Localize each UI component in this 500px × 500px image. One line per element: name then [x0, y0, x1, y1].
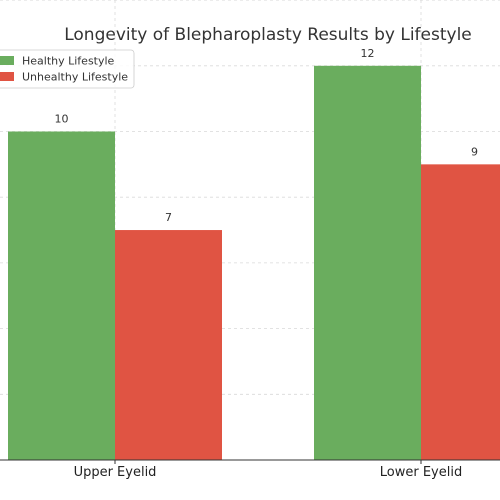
bar-healthy-lifestyle-upper-eyelid: [8, 131, 115, 460]
legend-label: Healthy Lifestyle: [22, 55, 115, 68]
bar-healthy-lifestyle-lower-eyelid: [314, 65, 421, 461]
data-label: 9: [471, 145, 478, 158]
data-labels: 10 7 12 9: [55, 47, 479, 224]
legend-label: Unhealthy Lifestyle: [22, 71, 128, 84]
data-label: 10: [55, 113, 69, 126]
data-label: 12: [361, 47, 375, 60]
x-tick-label: Lower Eyelid: [380, 465, 462, 480]
data-label: 7: [165, 211, 172, 224]
bar-unhealthy-lifestyle-lower-eyelid: [421, 164, 500, 460]
legend-swatch: [0, 56, 14, 65]
bars: [8, 65, 500, 461]
x-axis: Upper Eyelid Lower Eyelid: [0, 459, 500, 480]
x-tick-label: Upper Eyelid: [74, 465, 157, 480]
chart-title: Longevity of Blepharoplasty Results by L…: [64, 25, 472, 45]
legend-swatch: [0, 72, 14, 81]
bar-unhealthy-lifestyle-upper-eyelid: [115, 230, 222, 460]
legend-box: [0, 49, 135, 89]
legend: Healthy Lifestyle Unhealthy Lifestyle: [0, 49, 135, 89]
